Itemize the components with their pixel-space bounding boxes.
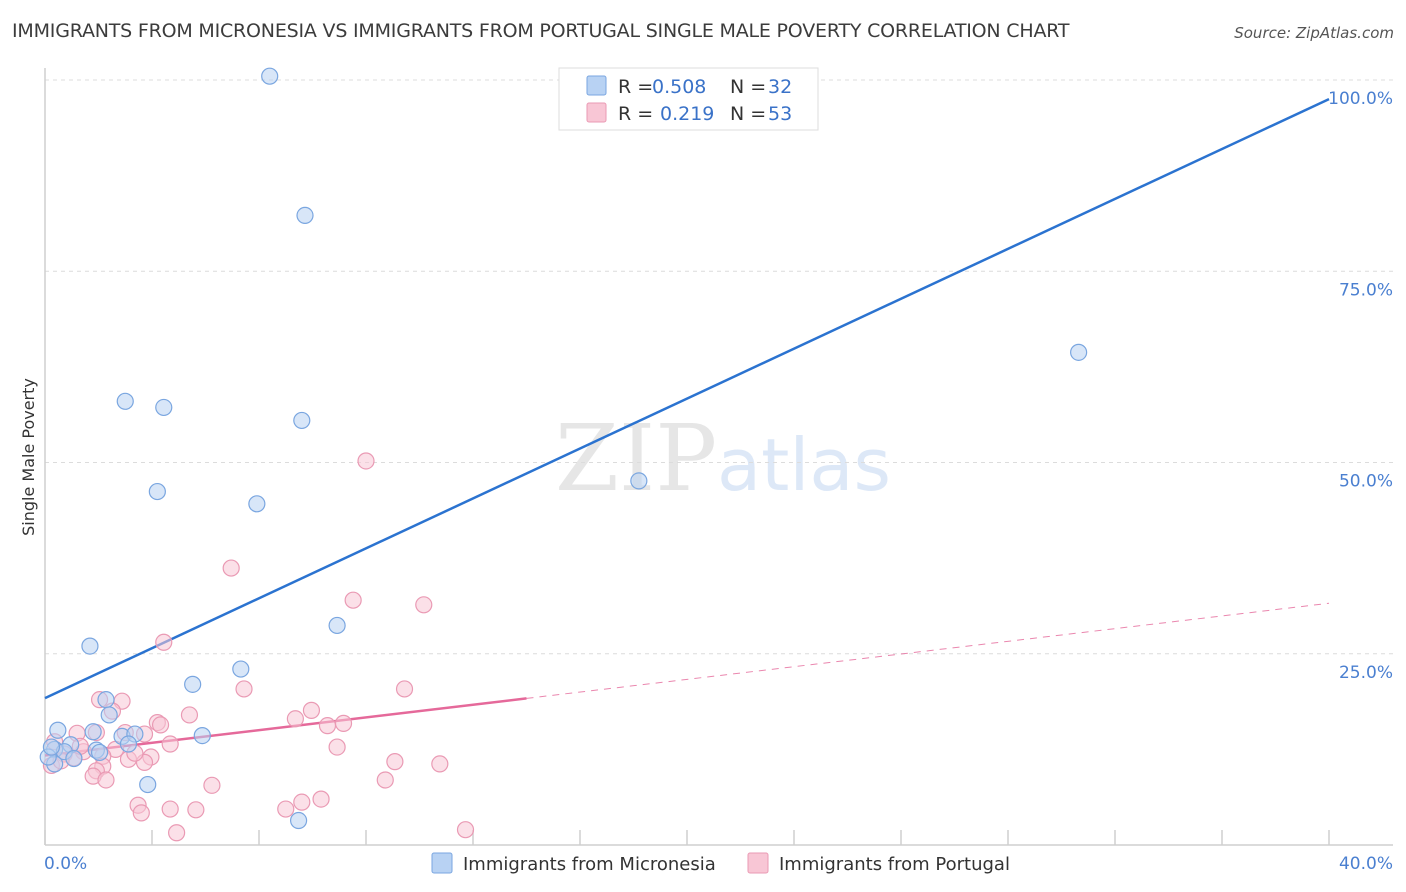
point-portugal-38 [376, 771, 394, 789]
x-tick-label-max: 40.0% [1339, 854, 1393, 874]
legend-n-value-portugal: 53 [768, 103, 792, 125]
point-micronesia-9 [328, 616, 346, 635]
point-portugal-37 [97, 771, 115, 789]
point-micronesia-0 [261, 67, 279, 85]
point-micronesia-2 [116, 392, 134, 410]
point-portugal-44 [277, 800, 295, 818]
series-legend-swatch-micronesia [431, 852, 453, 874]
y-tick-label-3: 100.0% [1328, 89, 1393, 109]
legend-n-label-portugal: N = [730, 103, 766, 125]
legend-r-label-micronesia: R = [618, 76, 653, 98]
point-portugal-31 [386, 753, 404, 771]
point-portugal-3 [415, 596, 433, 614]
watermark: ZIP atlas [555, 405, 891, 512]
legend-n-value-micronesia: 32 [768, 76, 792, 98]
point-portugal-32 [431, 755, 449, 773]
point-micronesia-1 [296, 206, 314, 225]
point-portugal-45 [293, 793, 311, 811]
point-portugal-2 [344, 591, 362, 609]
point-micronesia-31 [42, 738, 61, 756]
point-portugal-0 [357, 452, 375, 470]
series-legend-swatch-portugal [747, 852, 769, 874]
legend-r-value-portugal: 0.219 [660, 103, 714, 125]
legend-n-label-micronesia: N = [730, 76, 766, 98]
source-label: Source: ZipAtlas.com [1234, 24, 1394, 42]
gridlines [45, 79, 1393, 655]
point-portugal-22 [328, 738, 346, 756]
series-legend-label-portugal: Immigrants from Portugal [779, 854, 1010, 875]
legend-r-value-micronesia: 0.508 [652, 76, 706, 98]
point-portugal-39 [203, 776, 221, 794]
x-tick-label-min: 0.0% [44, 854, 87, 874]
correlation-legend: R = 0.508 N = 32 R = 0.219 N = 53 [558, 67, 819, 131]
point-micronesia-12 [184, 675, 202, 693]
legend-swatch-portugal [586, 102, 607, 123]
point-micronesia-30 [289, 811, 308, 830]
point-micronesia-13 [97, 691, 115, 709]
point-micronesia-3 [155, 398, 173, 417]
point-micronesia-24 [90, 743, 109, 762]
point-portugal-48 [456, 821, 475, 839]
point-micronesia-7 [630, 472, 648, 490]
point-micronesia-21 [119, 735, 138, 753]
data-points [39, 67, 1088, 842]
y-tick-label-1: 50.0% [1339, 472, 1393, 492]
y-axis-label: Single Male Poverty [19, 378, 38, 536]
point-portugal-42 [132, 804, 150, 822]
point-portugal-6 [395, 680, 414, 698]
point-micronesia-8 [1070, 343, 1088, 361]
y-tick-label-0: 25.0% [1339, 663, 1393, 683]
watermark-atlas: atlas [717, 423, 891, 507]
point-portugal-14 [151, 716, 170, 734]
point-micronesia-4 [293, 411, 311, 430]
point-portugal-10 [180, 706, 199, 724]
point-portugal-11 [302, 701, 321, 719]
y-tick-label-2: 75.0% [1339, 280, 1393, 300]
point-portugal-21 [161, 735, 179, 753]
point-portugal-15 [318, 717, 337, 735]
point-portugal-16 [334, 714, 353, 732]
legend-r-label-portugal: R = [618, 103, 653, 125]
point-micronesia-22 [193, 727, 211, 745]
point-micronesia-10 [81, 637, 99, 655]
chart-title: IMMIGRANTS FROM MICRONESIA VS IMMIGRANTS… [12, 20, 1070, 42]
trend-line-1-dashed [526, 602, 1330, 699]
point-micronesia-26 [65, 749, 83, 768]
point-micronesia-6 [248, 495, 266, 513]
legend-swatch-micronesia [586, 75, 607, 96]
point-micronesia-14 [100, 706, 118, 724]
series-legend-label-micronesia: Immigrants from Micronesia [463, 854, 716, 875]
point-micronesia-11 [232, 660, 250, 678]
point-portugal-5 [235, 680, 253, 698]
point-portugal-41 [161, 800, 179, 818]
point-portugal-47 [168, 824, 186, 842]
y-tick-labels: 25.0% 50.0% 75.0% 100.0% [1328, 89, 1393, 683]
point-micronesia-15 [84, 723, 102, 741]
point-portugal-1 [222, 559, 240, 577]
point-micronesia-29 [139, 775, 157, 794]
trend-line-0 [44, 97, 1330, 700]
point-micronesia-16 [49, 721, 67, 739]
point-portugal-4 [155, 633, 173, 651]
point-micronesia-5 [148, 482, 166, 501]
series-legend: Immigrants from Micronesia Immigrants fr… [431, 852, 1010, 875]
x-axis-ticks [44, 830, 1330, 845]
point-portugal-12 [286, 710, 304, 728]
point-portugal-46 [312, 790, 330, 808]
point-portugal-43 [187, 801, 205, 819]
